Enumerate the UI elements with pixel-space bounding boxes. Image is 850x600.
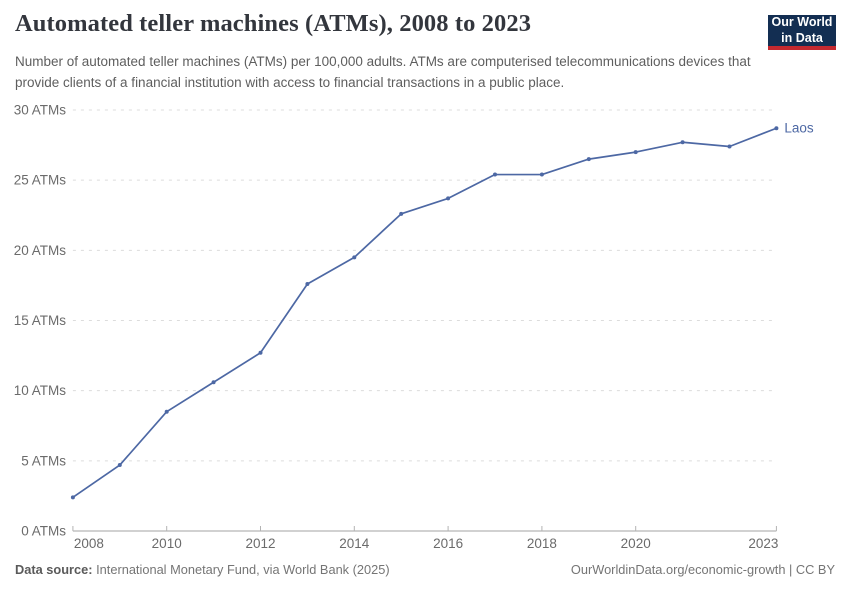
y-tick-label: 0 ATMs bbox=[21, 524, 66, 539]
data-point bbox=[399, 211, 404, 216]
x-tick-label: 2020 bbox=[621, 536, 651, 551]
data-point bbox=[164, 409, 169, 414]
x-tick-label: 2023 bbox=[748, 536, 778, 551]
data-point bbox=[352, 255, 357, 260]
data-source: Data source: International Monetary Fund… bbox=[15, 562, 390, 577]
logo-line-2: in Data bbox=[781, 30, 823, 45]
line-chart: 0 ATMs 5 ATMs 10 ATMs 15 ATMs 20 ATMs 25 ATMs… bbox=[14, 103, 814, 552]
data-point bbox=[446, 196, 451, 201]
data-point bbox=[680, 140, 685, 145]
data-point bbox=[258, 350, 263, 355]
data-point bbox=[633, 150, 638, 155]
data-point bbox=[117, 463, 122, 468]
y-tick-label: 30 ATMs bbox=[14, 103, 67, 118]
data-point bbox=[586, 157, 591, 162]
chart-subtitle: Number of automated teller machines (ATM… bbox=[15, 54, 751, 90]
x-tick-label: 2018 bbox=[527, 536, 557, 551]
owid-logo[interactable]: Our World in Data bbox=[768, 15, 836, 50]
data-point bbox=[305, 282, 310, 287]
series-line-laos bbox=[72, 127, 778, 499]
data-point bbox=[539, 172, 544, 177]
data-point bbox=[727, 144, 732, 149]
data-point bbox=[774, 126, 779, 131]
data-source-text: International Monetary Fund, via World B… bbox=[96, 562, 390, 577]
x-tick-label: 2012 bbox=[245, 536, 275, 551]
x-tick-label: 2016 bbox=[433, 536, 463, 551]
y-tick-label: 5 ATMs bbox=[21, 453, 66, 468]
y-tick-label: 20 ATMs bbox=[14, 243, 67, 258]
page-title: Automated teller machines (ATMs), 2008 t… bbox=[15, 10, 532, 37]
logo-line-1: Our World bbox=[771, 15, 833, 30]
x-tick-label: 2014 bbox=[339, 536, 370, 551]
chart-footer: Data source: International Monetary Fund… bbox=[15, 562, 835, 577]
data-point bbox=[70, 495, 75, 500]
x-tick-label: 2010 bbox=[152, 536, 182, 551]
y-tick-label: 25 ATMs bbox=[14, 173, 67, 188]
x-tick-label: 2008 bbox=[74, 536, 104, 551]
data-source-label: Data source: bbox=[15, 562, 93, 577]
y-tick-label: 15 ATMs bbox=[14, 313, 67, 328]
series-end-label: Laos bbox=[784, 121, 814, 136]
y-tick-label: 10 ATMs bbox=[14, 383, 67, 398]
data-point bbox=[211, 380, 216, 385]
data-point bbox=[493, 172, 497, 177]
attribution-link[interactable]: OurWorldinData.org/economic-growth | CC … bbox=[570, 562, 835, 577]
